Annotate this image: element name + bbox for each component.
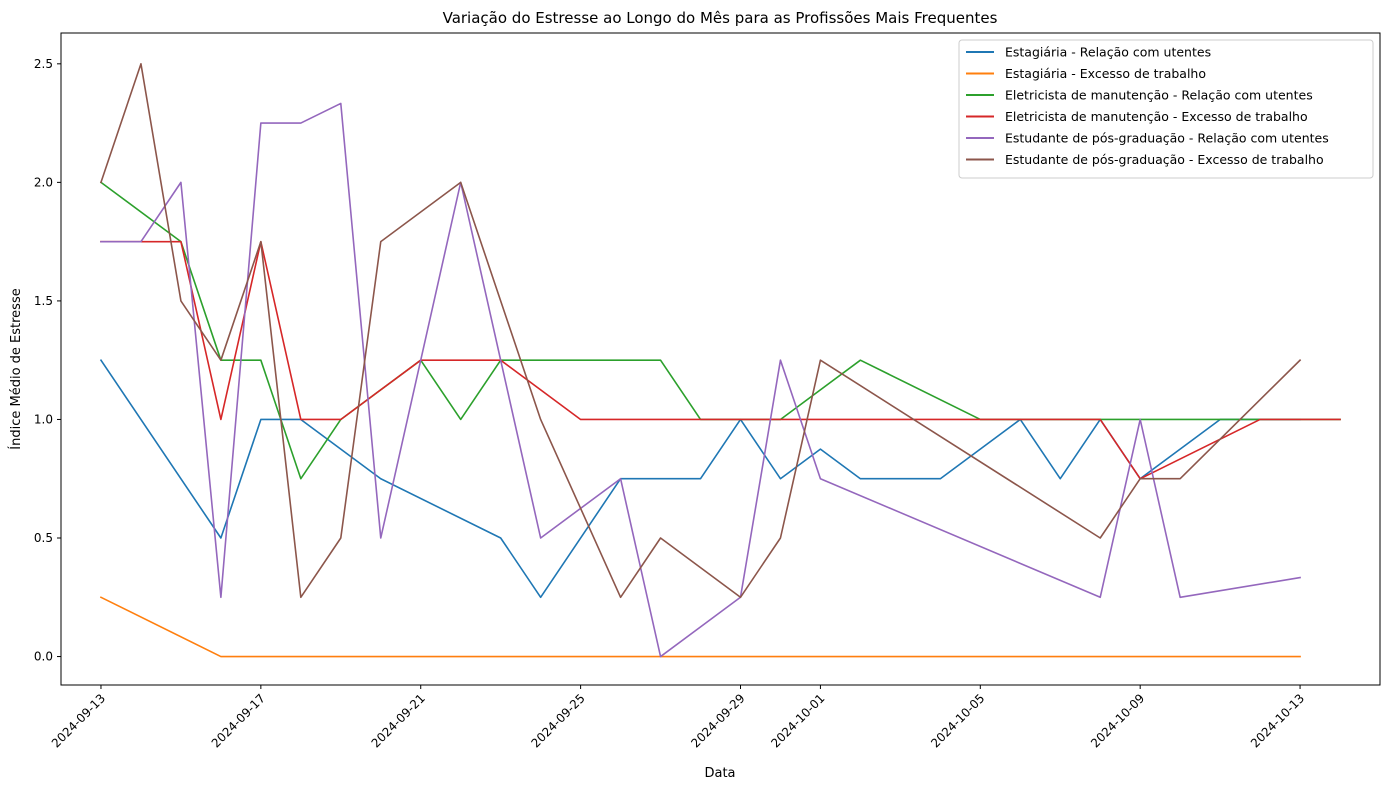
legend-label: Estagiária - Excesso de trabalho [1005, 66, 1206, 81]
y-tick-label: 2.0 [34, 175, 53, 189]
legend-label: Eletricista de manutenção - Excesso de t… [1005, 109, 1308, 124]
x-tick-label: 2024-10-01 [768, 691, 827, 750]
x-tick-label: 2024-09-25 [529, 691, 588, 750]
x-tick-label: 2024-09-13 [49, 691, 108, 750]
y-tick-label: 1.5 [34, 294, 53, 308]
legend-box [958, 39, 1374, 179]
y-tick-label: 2.5 [34, 57, 53, 71]
y-axis-title: Índice Médio de Estresse [8, 288, 24, 449]
chart-title: Variação do Estresse ao Longo do Mês par… [443, 9, 998, 27]
x-tick-label: 2024-09-17 [209, 691, 268, 750]
series-line-1 [99, 359, 1301, 599]
legend: Estagiária - Relação com utentes Estagiár… [958, 39, 1374, 179]
x-tick-label: 2024-10-09 [1088, 691, 1147, 750]
series-line-2 [99, 596, 1301, 658]
x-tick-label: 2024-09-21 [369, 691, 428, 750]
legend-label: Estudante de pós-graduação - Excesso de … [1005, 152, 1324, 167]
y-tick-label: 0.5 [34, 531, 53, 545]
x-tick-label: 2024-10-13 [1248, 691, 1307, 750]
series-line-3 [99, 181, 1341, 480]
plot-frame [60, 32, 1381, 686]
y-tick-label: 0.0 [34, 650, 53, 664]
series-line-6 [99, 63, 1302, 599]
legend-label: Estagiária - Relação com utentes [1005, 45, 1211, 60]
series-line-5 [100, 102, 1301, 658]
x-tick-label: 2024-10-05 [928, 691, 987, 750]
x-axis-title: Data [704, 766, 735, 781]
x-tick-label: 2024-09-29 [688, 691, 747, 750]
legend-label: Estudante de pós-graduação - Relação com… [1005, 131, 1329, 146]
y-tick-label: 1.0 [34, 412, 53, 426]
series-line-4 [100, 240, 1341, 480]
legend-label: Eletricista de manutenção - Relação com … [1005, 88, 1313, 103]
plot-area [99, 63, 1341, 658]
